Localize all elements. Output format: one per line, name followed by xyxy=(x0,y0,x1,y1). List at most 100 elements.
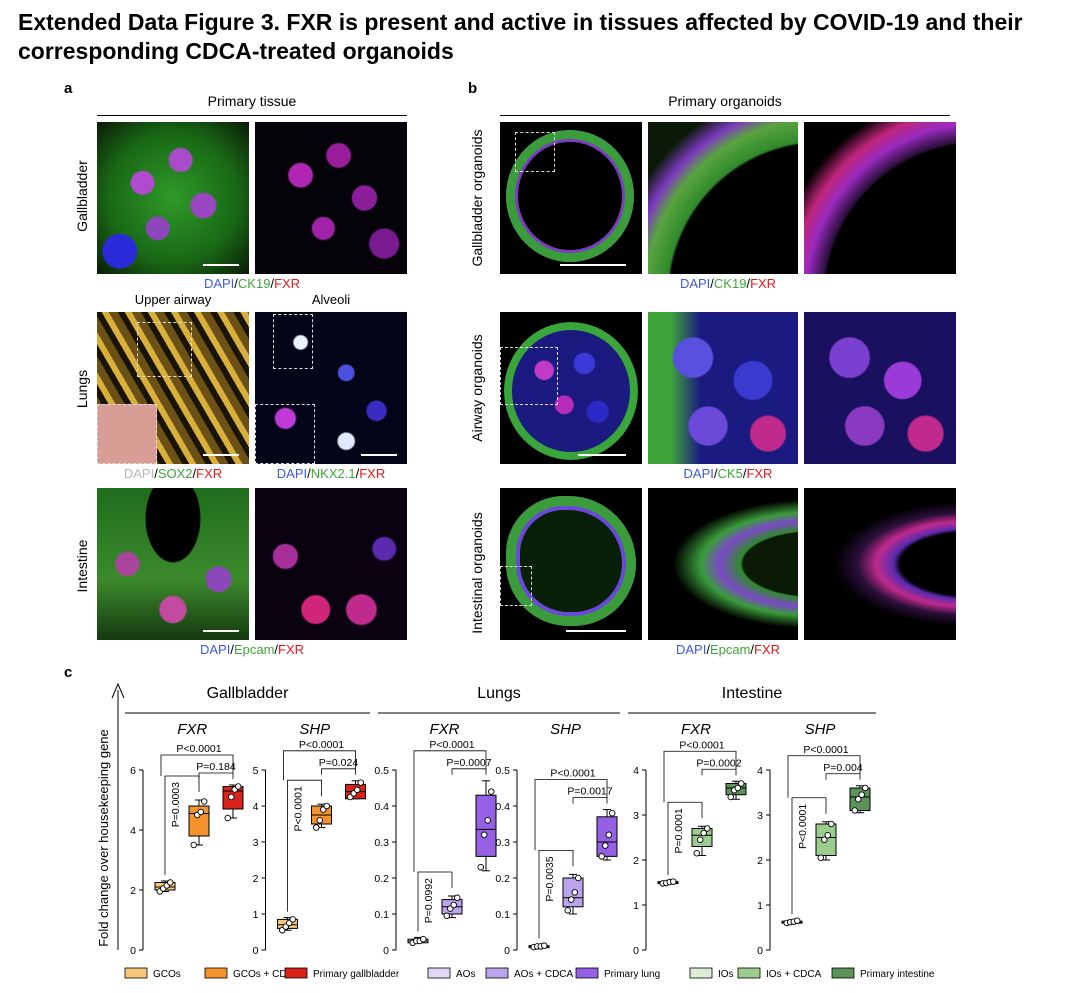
p-value-label: P=0.0035 xyxy=(544,856,556,901)
p-value-label: P=0.0992 xyxy=(423,878,435,923)
micrograph-alveoli xyxy=(255,312,407,464)
y-tick-label: 0.4 xyxy=(374,801,389,813)
legend-swatch xyxy=(689,967,713,979)
micrograph-gallbladder-fxr xyxy=(255,122,407,274)
caption-b-gallbladder: DAPI/CK19/FXR xyxy=(500,276,956,291)
y-tick-label: 0 xyxy=(383,945,389,957)
sig-bracket xyxy=(413,750,487,872)
data-point xyxy=(224,814,231,822)
caption-a-lungs-left: DAPI/SOX2/FXR xyxy=(97,466,249,481)
sig-bracket xyxy=(198,772,234,779)
gene-label: SHP xyxy=(550,721,581,738)
data-point xyxy=(855,795,862,803)
caption-marker: CK5 xyxy=(717,466,743,481)
subheader-alveoli: Alveoli xyxy=(311,292,351,307)
caption-sep: / xyxy=(706,642,710,657)
inset-box xyxy=(137,322,192,377)
organoid-ring xyxy=(506,496,636,626)
y-tick-label: 1 xyxy=(253,909,259,921)
y-tick-label: 2 xyxy=(757,855,763,867)
scale-bar xyxy=(578,454,626,456)
group-title: Intestine xyxy=(722,685,783,702)
micrograph-io-zoom-merge xyxy=(648,488,798,640)
caption-sep: / xyxy=(270,276,275,291)
y-tick-label: 0.5 xyxy=(374,765,389,777)
y-tick-label: 4 xyxy=(633,765,639,777)
caption-dapi: DAPI xyxy=(203,276,235,291)
p-value-label: P=0.004 xyxy=(823,762,863,774)
sig-bracket xyxy=(667,801,703,876)
data-point xyxy=(484,817,492,824)
row-label-intestinal-organoids: Intestinal organoids xyxy=(469,512,485,634)
data-point xyxy=(697,836,704,843)
panel-b-letter: b xyxy=(468,80,478,97)
micrograph-gallbladder-merge xyxy=(97,122,249,274)
data-point xyxy=(727,793,735,801)
caption-fxr: FXR xyxy=(278,642,305,657)
data-point xyxy=(234,783,242,790)
group-title: Gallbladder xyxy=(207,685,290,702)
micrograph-io-zoom-fxr xyxy=(804,488,956,640)
p-value-label: P=0.0003 xyxy=(170,782,182,827)
y-tick-label: 0.5 xyxy=(495,765,510,777)
legend-swatch xyxy=(204,967,228,979)
subheader-upper-airway: Upper airway xyxy=(134,292,212,307)
data-point xyxy=(316,817,324,824)
data-point xyxy=(227,793,235,801)
data-point xyxy=(166,879,174,886)
group-title: Lungs xyxy=(477,685,521,702)
data-point xyxy=(609,809,616,817)
y-tick-label: 0.3 xyxy=(495,837,510,849)
gene-label: FXR xyxy=(177,721,207,738)
data-point xyxy=(571,889,579,896)
data-point xyxy=(481,831,488,839)
data-point xyxy=(821,836,828,843)
caption-dapi: DAPI xyxy=(683,466,714,481)
caption-fxr: FXR xyxy=(746,466,773,481)
legend-label: GCOs xyxy=(153,969,181,980)
caption-b-airway: DAPI/CK5/FXR xyxy=(500,466,956,481)
y-tick-label: 6 xyxy=(130,765,136,777)
y-tick-label: 1 xyxy=(633,900,639,912)
y-tick-label: 0 xyxy=(633,945,639,957)
sig-bracket xyxy=(663,750,737,803)
caption-fxr: FXR xyxy=(754,642,781,657)
inset-zoom xyxy=(97,404,157,464)
micrograph-gco-zoom-fxr xyxy=(804,122,956,274)
data-point xyxy=(541,942,548,949)
data-point xyxy=(851,807,859,814)
y-tick-label: 4 xyxy=(757,765,763,777)
y-tick-label: 4 xyxy=(130,825,136,837)
p-value-label: P<0.0001 xyxy=(429,739,474,751)
caption-marker: SOX2 xyxy=(157,466,193,481)
data-point xyxy=(824,831,832,839)
data-point xyxy=(323,802,331,810)
micrograph-intestine-merge xyxy=(97,488,249,640)
y-tick-label: 0 xyxy=(253,945,259,957)
scale-bar xyxy=(203,264,239,266)
p-value-label: P=0.024 xyxy=(319,757,359,769)
sig-bracket xyxy=(451,768,487,775)
caption-dapi: DAPI xyxy=(199,642,231,657)
sig-bracket xyxy=(321,768,356,775)
box-primary-lung xyxy=(475,794,497,857)
legend-swatch xyxy=(427,967,451,979)
legend-swatch xyxy=(831,967,855,979)
caption-fxr: FXR xyxy=(196,466,223,481)
scale-bar xyxy=(203,454,239,456)
legend-label: IOs xyxy=(718,969,734,980)
caption-marker: Epcam xyxy=(709,642,751,657)
gene-label: SHP xyxy=(299,721,330,738)
inset-box xyxy=(500,347,558,405)
data-point xyxy=(354,786,361,794)
legend-swatch xyxy=(284,967,308,979)
legend-label: IOs + CDCA xyxy=(766,969,822,980)
y-axis-label: Fold change over housekeeping gene xyxy=(96,729,111,947)
data-point xyxy=(858,791,866,798)
data-point xyxy=(200,798,208,805)
legend-label: Primary intestine xyxy=(860,969,935,980)
legend-label: Primary gallbladder xyxy=(313,969,400,980)
micrograph-ao-zoom-fxr xyxy=(804,312,956,464)
data-point xyxy=(289,916,297,923)
data-point xyxy=(420,935,427,943)
